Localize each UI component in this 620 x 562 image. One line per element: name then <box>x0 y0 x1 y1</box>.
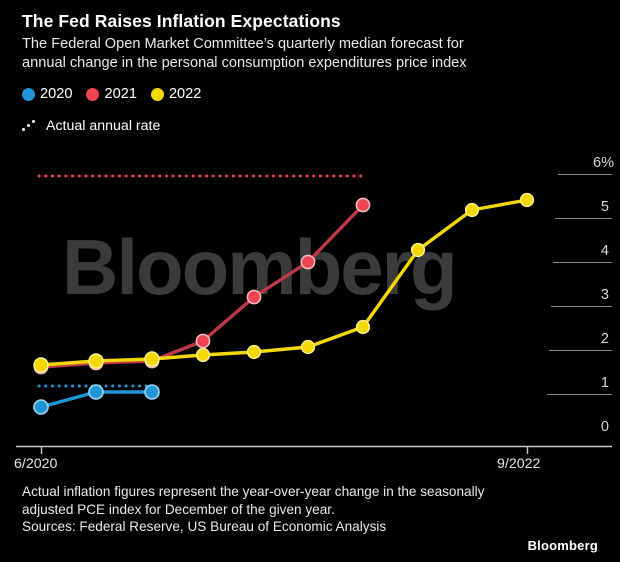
chart-subtitle: The Federal Open Market Committee’s quar… <box>22 35 602 72</box>
y-tick-label-5: 5 <box>600 199 609 215</box>
x-axis <box>16 445 612 454</box>
footnote-line-1: Actual inflation figures represent the y… <box>22 484 485 499</box>
data-point <box>519 192 535 208</box>
data-point <box>33 357 49 373</box>
data-point <box>464 202 480 218</box>
y-tick-label-4: 4 <box>600 243 609 259</box>
x-tick-label-start: 6/2020 <box>14 456 58 472</box>
data-point <box>300 339 316 355</box>
footnote-sources: Sources: Federal Reserve, US Bureau of E… <box>22 519 387 534</box>
bloomberg-logo: Bloomberg <box>527 538 598 553</box>
series-markers-2022 <box>33 192 535 373</box>
chart-footnote: Actual inflation figures represent the y… <box>22 483 597 536</box>
legend-item-2022[interactable]: 2022 <box>150 86 202 102</box>
legend-actual-rate: Actual annual rate <box>22 118 160 134</box>
data-point <box>195 347 211 363</box>
y-tick-label-2: 2 <box>600 331 609 347</box>
legend-actual-rate-label: Actual annual rate <box>46 118 161 134</box>
chart-legend: 2020 2021 2022 <box>22 86 215 102</box>
data-point <box>88 384 104 400</box>
data-point <box>144 351 160 367</box>
y-tick-label-1: 1 <box>600 375 609 391</box>
series-markers-2020 <box>33 384 160 415</box>
y-tick-label-0: 0 <box>600 419 609 435</box>
data-point <box>33 399 49 415</box>
legend-label-2022: 2022 <box>168 86 202 102</box>
legend-swatch-2020 <box>22 87 35 101</box>
data-point <box>300 254 316 270</box>
data-point <box>88 353 104 369</box>
legend-item-2020[interactable]: 2020 <box>22 86 72 102</box>
legend-label-2021: 2021 <box>104 86 137 102</box>
x-tick-label-end: 9/2022 <box>497 456 541 472</box>
data-point <box>144 384 160 400</box>
y-tick-label-6: 6% <box>593 155 614 171</box>
page-title: The Fed Raises Inflation Expectations <box>22 11 341 31</box>
series-line-2022 <box>39 198 529 367</box>
footnote-line-2: adjusted PCE index for December of the g… <box>22 501 335 517</box>
dotted-trend-icon <box>22 119 40 133</box>
data-point <box>195 333 211 349</box>
chart-subtitle-line-2: annual change in the personal consumptio… <box>22 54 467 71</box>
chart-header: The Fed Raises Inflation Expectations Th… <box>22 10 602 72</box>
series-markers-2021 <box>33 197 371 375</box>
y-gridlines <box>547 173 612 396</box>
chart-subtitle-line-1: The Federal Open Market Committee’s quar… <box>22 36 464 52</box>
legend-item-2021[interactable]: 2021 <box>86 86 137 102</box>
data-point <box>410 242 426 258</box>
legend-label-2020: 2020 <box>40 86 73 102</box>
data-point <box>246 344 262 360</box>
data-point <box>355 197 371 213</box>
legend-swatch-2022 <box>150 87 164 101</box>
data-point <box>246 289 262 305</box>
legend-swatch-2021 <box>86 87 100 101</box>
data-point <box>355 319 371 335</box>
y-tick-label-3: 3 <box>600 287 609 303</box>
